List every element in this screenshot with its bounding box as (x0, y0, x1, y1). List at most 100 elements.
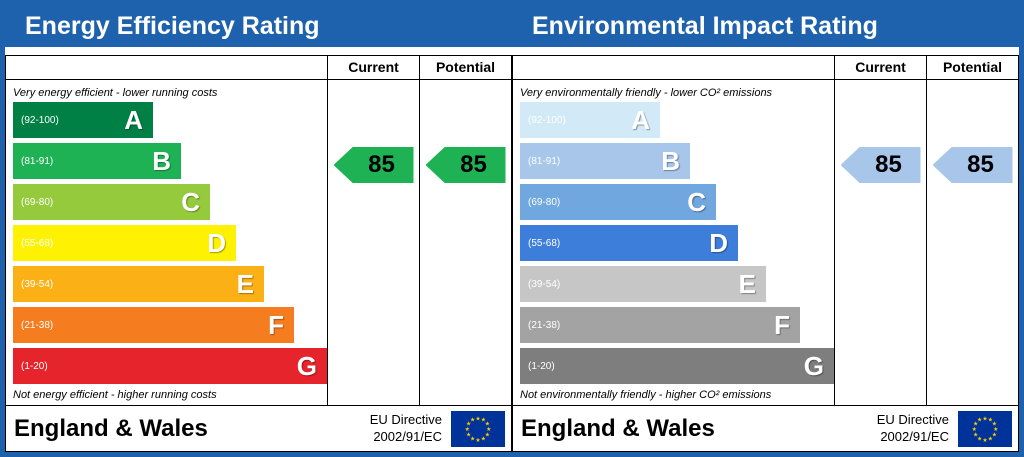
band-letter: D (207, 228, 226, 258)
svg-text:★: ★ (977, 416, 982, 423)
svg-text:★: ★ (972, 426, 977, 433)
eu-directive-label: EU Directive 2002/91/EC (370, 412, 442, 446)
current-rating-value: 85 (875, 151, 902, 178)
band-range-label: (1-20) (21, 360, 48, 372)
band-letter: F (774, 310, 790, 340)
svg-text:★: ★ (481, 416, 486, 423)
column-header-row: Current Potential (6, 56, 511, 80)
band-letter: G (296, 351, 317, 381)
rating-band-f: (21-38) F (520, 307, 800, 343)
current-rating-arrow: 85 (333, 147, 414, 183)
band-range-label: (92-100) (528, 114, 566, 126)
current-column-header: Current (327, 56, 419, 79)
band-letter: B (152, 146, 171, 176)
panel-footer: England & Wales EU Directive 2002/91/EC … (6, 405, 511, 451)
current-rating-cell: 85 (834, 80, 926, 405)
rating-band-f: (21-38) F (13, 307, 294, 343)
rating-band-e: (39-54) E (13, 266, 264, 302)
svg-text:★: ★ (466, 431, 471, 438)
band-letter: C (687, 187, 706, 217)
band-letter: E (738, 269, 756, 299)
svg-text:★: ★ (988, 416, 993, 423)
eu-directive-label: EU Directive 2002/91/EC (877, 412, 949, 446)
svg-text:★: ★ (992, 420, 997, 427)
svg-text:★: ★ (977, 435, 982, 442)
rating-band-c: (69-80) C (13, 184, 210, 220)
svg-text:★: ★ (470, 416, 475, 423)
band-letter: F (268, 310, 284, 340)
band-letter: D (709, 228, 728, 258)
potential-column-header: Potential (419, 56, 511, 79)
region-label: England & Wales (521, 414, 715, 442)
svg-text:★: ★ (485, 420, 490, 427)
potential-rating-arrow: 85 (425, 147, 506, 183)
rating-band-b: (81-91) B (520, 143, 690, 179)
band-range-label: (92-100) (21, 114, 59, 126)
rating-band-e: (39-54) E (520, 266, 766, 302)
rating-chart: Very environmentally friendly - lower CO… (513, 80, 834, 405)
band-letter: G (803, 351, 824, 381)
svg-text:★: ★ (475, 436, 480, 443)
environmental-rating-title: Environmental Impact Rating (532, 12, 878, 40)
chart-row: Very environmentally friendly - lower CO… (513, 80, 1018, 405)
eu-directive-line1: EU Directive (876, 411, 949, 427)
band-letter: B (661, 146, 680, 176)
svg-text:★: ★ (982, 415, 987, 422)
energy-rating-title: Energy Efficiency Rating (25, 12, 320, 40)
chart-row: Very energy efficient - lower running co… (6, 80, 511, 405)
potential-rating-value: 85 (967, 151, 994, 178)
rating-band-a: (92-100) A (520, 102, 660, 138)
report-header: Energy Efficiency Rating Environmental I… (5, 5, 1019, 47)
eu-flag-icon: ★ ★ ★★ ★★ ★★ ★★ ★★ (958, 410, 1012, 447)
band-range-label: (69-80) (528, 196, 561, 208)
eu-directive-line1: EU Directive (369, 411, 442, 427)
energy-efficiency-panel: Current Potential Very energy efficient … (5, 55, 512, 452)
rating-band-b: (81-91) B (13, 143, 181, 179)
eu-directive-line2: 2002/91/EC (373, 428, 442, 444)
svg-text:★: ★ (992, 431, 997, 438)
rating-band-d: (55-68) D (520, 225, 738, 261)
svg-text:★: ★ (988, 435, 993, 442)
band-letter: A (631, 105, 650, 135)
rating-panels: Current Potential Very energy efficient … (5, 55, 1019, 452)
svg-text:★: ★ (486, 426, 491, 433)
band-range-label: (81-91) (21, 155, 54, 167)
band-range-label: (21-38) (528, 319, 561, 331)
rating-band-d: (55-68) D (13, 225, 236, 261)
svg-text:★: ★ (465, 426, 470, 433)
svg-text:★: ★ (973, 431, 978, 438)
band-letter: E (236, 269, 254, 299)
eu-directive-line2: 2002/91/EC (880, 428, 949, 444)
svg-text:★: ★ (982, 436, 987, 443)
rating-band-g: (1-20) G (13, 348, 327, 384)
rating-bands: (92-100) A (81-91) B (69-80) C (55-68) D (39-54)… (520, 102, 834, 389)
potential-rating-cell: 85 (926, 80, 1018, 405)
rating-band-g: (1-20) G (520, 348, 834, 384)
band-range-label: (1-20) (528, 360, 555, 372)
eu-flag-icon: ★ ★ ★★ ★★ ★★ ★★ ★★ (451, 410, 505, 447)
current-rating-arrow: 85 (840, 147, 921, 183)
potential-column-header: Potential (926, 56, 1018, 79)
band-range-label: (81-91) (528, 155, 561, 167)
chart-header-spacer (6, 56, 327, 79)
caption-bottom: Not environmentally friendly - higher CO… (520, 389, 772, 401)
caption-top: Very environmentally friendly - lower CO… (520, 87, 773, 99)
caption-bottom: Not energy efficient - higher running co… (13, 389, 217, 401)
region-label: England & Wales (14, 414, 208, 442)
rating-bands: (92-100) A (81-91) B (69-80) C (55-68) D (39-54)… (13, 102, 327, 389)
svg-text:★: ★ (475, 415, 480, 422)
band-range-label: (21-38) (21, 319, 54, 331)
svg-text:★: ★ (485, 431, 490, 438)
band-range-label: (39-54) (528, 278, 561, 290)
panel-footer: England & Wales EU Directive 2002/91/EC … (513, 405, 1018, 451)
svg-text:★: ★ (466, 420, 471, 427)
svg-text:★: ★ (993, 426, 998, 433)
caption-top: Very energy efficient - lower running co… (13, 87, 218, 99)
band-range-label: (69-80) (21, 196, 54, 208)
svg-text:★: ★ (481, 435, 486, 442)
current-rating-cell: 85 (327, 80, 419, 405)
potential-rating-arrow: 85 (932, 147, 1013, 183)
band-range-label: (55-68) (528, 237, 561, 249)
rating-chart: Very energy efficient - lower running co… (6, 80, 327, 405)
